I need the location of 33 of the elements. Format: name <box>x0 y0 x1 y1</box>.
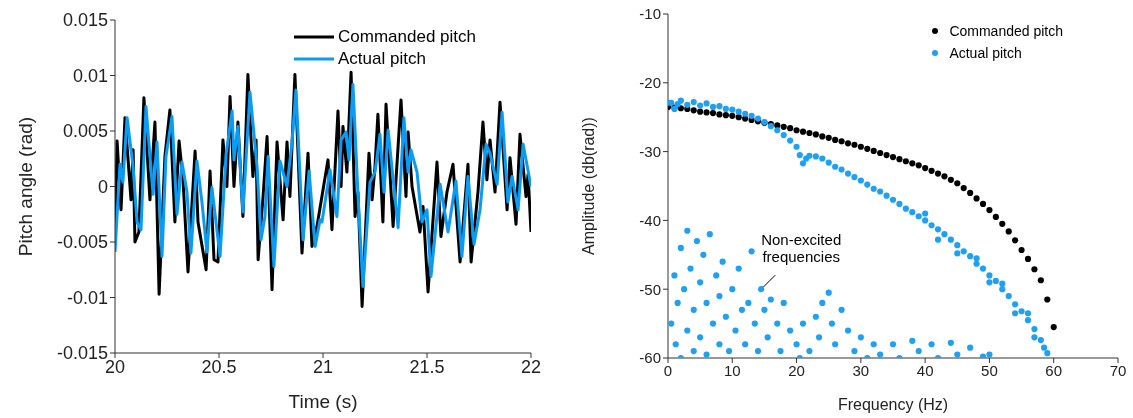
x-tick-label: 20.5 <box>201 356 237 377</box>
x-tick-label: 40 <box>916 361 934 379</box>
y-tick-label: 0 <box>97 176 108 197</box>
x-tick-label: 10 <box>723 361 741 379</box>
y-tick-label: -0.01 <box>66 287 108 308</box>
y-tick-label: -40 <box>639 211 661 229</box>
x-axis-title: Frequency (Hz) <box>837 396 949 413</box>
y-tick-label: -30 <box>639 142 661 160</box>
x-tick-label: 60 <box>1045 361 1063 379</box>
y-tick-label: 0.015 <box>62 10 108 31</box>
y-tick-label: 0.01 <box>72 65 108 86</box>
legend-label: Commanded pitch <box>338 26 476 48</box>
x-tick-label: 21 <box>312 356 334 377</box>
x-tick-label: 0 <box>663 361 673 379</box>
y-axis-title: Pitch angle (rad) <box>14 116 36 257</box>
y-tick-label: -10 <box>639 5 661 23</box>
x-axis-title: Time (s) <box>288 391 358 412</box>
legend-label: Commanded pitch <box>949 22 1063 41</box>
y-tick-label: -60 <box>639 349 661 367</box>
legend-label: Actual pitch <box>338 48 426 70</box>
x-tick-label: 21.5 <box>409 356 445 377</box>
y-tick-label: -20 <box>639 74 661 92</box>
y-axis-title: Amplitude (db(rad)) <box>579 117 597 255</box>
x-tick-label: 30 <box>852 361 870 379</box>
annotation: Non-excited frequencies <box>761 231 842 266</box>
y-tick-label: -0.005 <box>56 232 108 253</box>
x-tick-label: 22 <box>520 356 542 377</box>
x-tick-label: 20 <box>788 361 805 379</box>
legend-label: Actual pitch <box>949 44 1022 63</box>
y-tick-label: -50 <box>639 280 661 298</box>
x-tick-label: 70 <box>1109 361 1127 379</box>
y-tick-label: 0.005 <box>62 121 108 142</box>
x-tick-label: 50 <box>981 361 998 379</box>
